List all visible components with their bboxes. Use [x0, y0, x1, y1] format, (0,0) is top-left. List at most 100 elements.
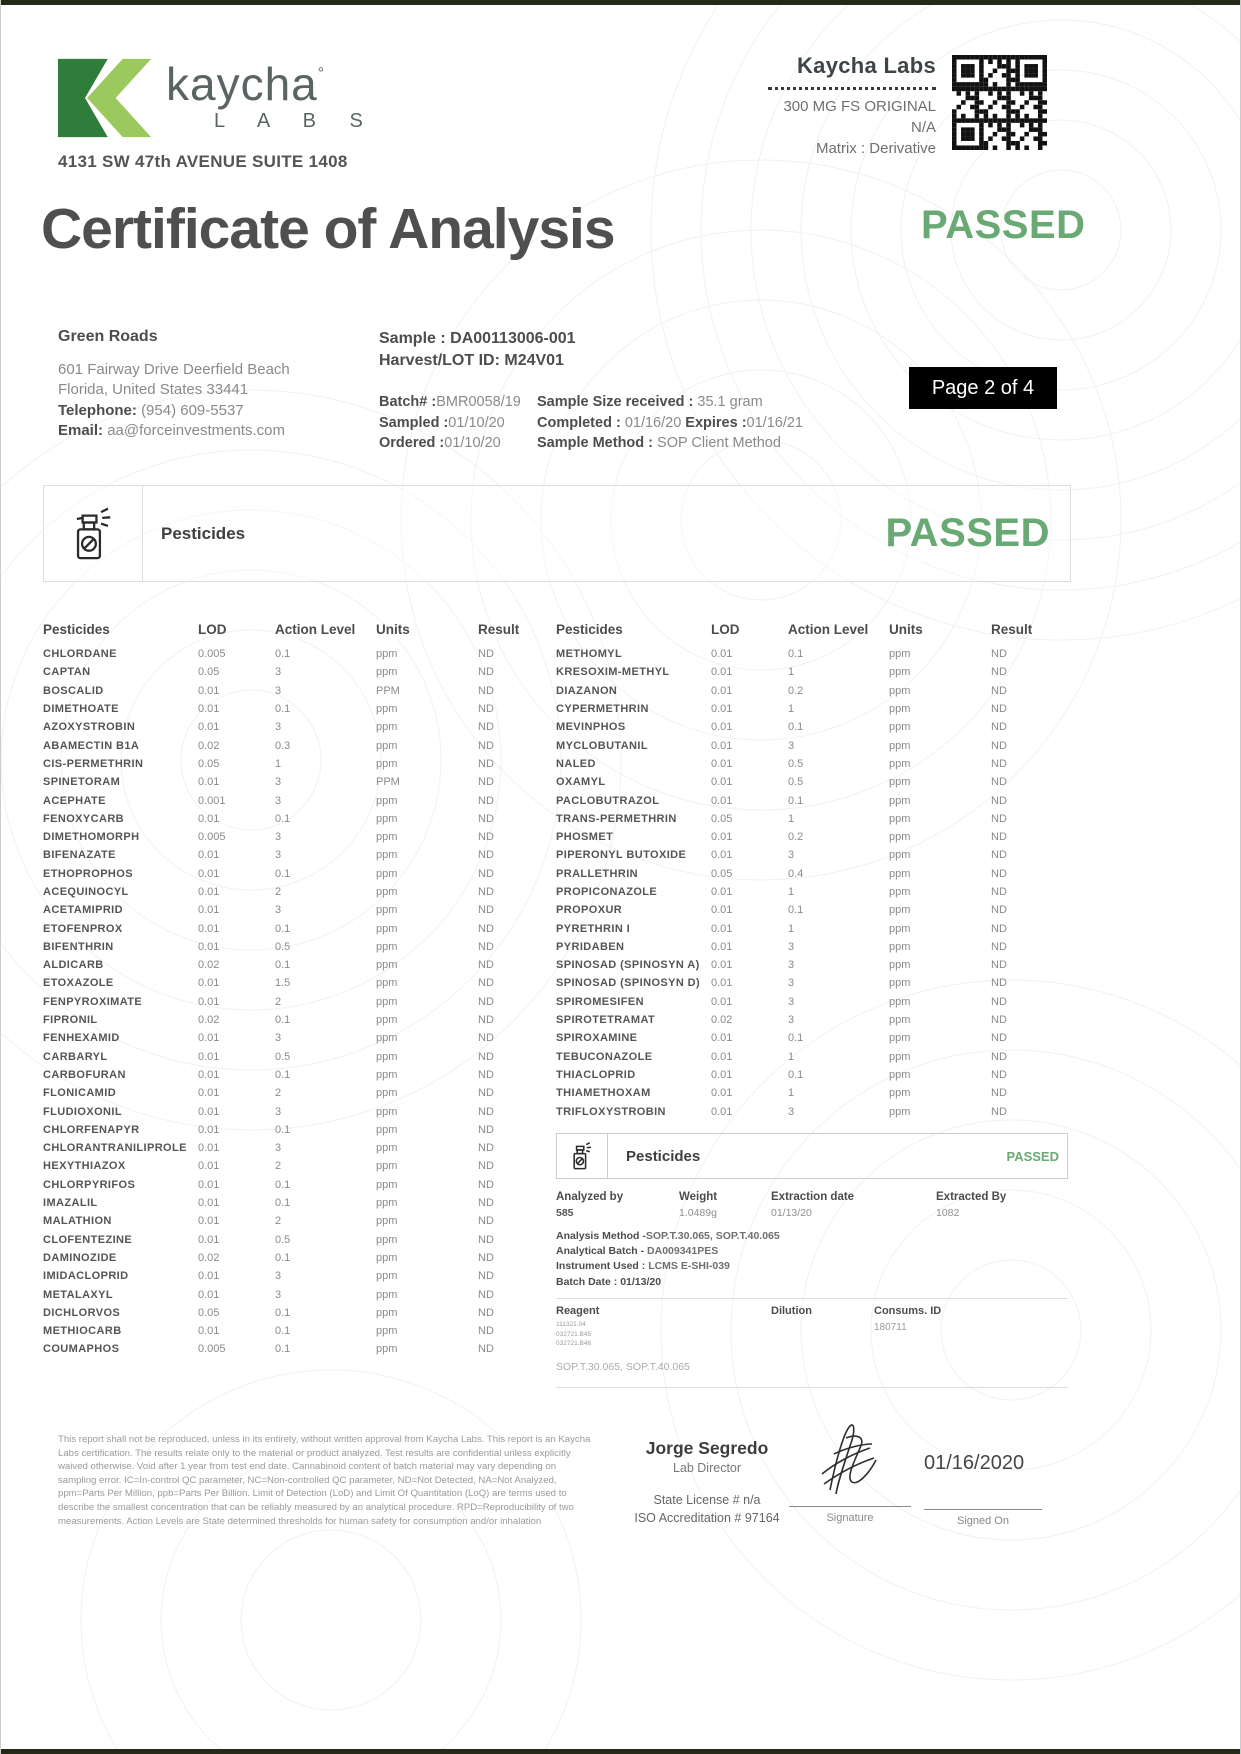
cell-action-level: 0.1: [275, 1325, 291, 1338]
cell-result: ND: [478, 1306, 494, 1319]
cell-action-level: 0.1: [275, 1014, 291, 1027]
cell-lod: 0.02: [711, 1014, 733, 1027]
cell-units: ppm: [376, 1306, 398, 1319]
extraction-date-value: 01/13/20: [771, 1207, 812, 1219]
analyzed-by-label: Analyzed by: [556, 1191, 624, 1203]
cell-units: ppm: [889, 849, 911, 862]
summary-status-badge: PASSED: [1006, 1148, 1060, 1164]
table-row: KRESOXIM-METHYL 0.01 1 ppm ND: [556, 663, 1068, 681]
cell-lod: 0.01: [711, 794, 733, 807]
table-row: FLONICAMID 0.01 2 ppm ND: [43, 1084, 555, 1102]
cell-pesticide: SPIROTETRAMAT: [556, 1014, 656, 1027]
cell-units: ppm: [376, 703, 398, 716]
cell-units: ppm: [376, 1068, 398, 1081]
telephone-label: Telephone:: [58, 401, 137, 419]
cell-result: ND: [478, 849, 494, 862]
cell-lod: 0.01: [198, 1270, 220, 1283]
harvest-lot-line: Harvest/LOT ID: M24V01: [379, 351, 564, 369]
summary-fields: Analyzed by 585 Weight 1.0489g Extractio…: [556, 1191, 1068, 1219]
cell-result: ND: [991, 849, 1007, 862]
cell-action-level: 0.5: [275, 1233, 291, 1246]
cell-result: ND: [478, 922, 494, 935]
table-row: CARBOFURAN 0.01 0.1 ppm ND: [43, 1066, 555, 1084]
cell-units: ppm: [376, 1251, 398, 1264]
cell-result: ND: [991, 721, 1007, 734]
cell-pesticide: CHLORANTRANILIPROLE: [43, 1142, 187, 1155]
cell-result: ND: [478, 794, 494, 807]
cell-action-level: 0.1: [275, 1068, 291, 1081]
signature-scribble: [821, 1424, 877, 1495]
table-row: PYRETHRIN I 0.01 1 ppm ND: [556, 919, 1068, 937]
table-row: FENPYROXIMATE 0.01 2 ppm ND: [43, 993, 555, 1011]
iso-accreditation: ISO Accreditation # 97164: [634, 1511, 780, 1526]
cell-pesticide: DIMETHOMORPH: [43, 831, 140, 844]
header-result: Result: [478, 622, 520, 637]
table-row: DIMETHOMORPH 0.005 3 ppm ND: [43, 828, 555, 846]
table-row: PHOSMET 0.01 0.2 ppm ND: [556, 828, 1068, 846]
cell-result: ND: [478, 666, 494, 679]
cell-lod: 0.01: [711, 648, 733, 661]
dotted-separator: [768, 87, 936, 90]
cell-lod: 0.01: [711, 666, 733, 679]
table-row: MEVINPHOS 0.01 0.1 ppm ND: [556, 718, 1068, 736]
table-row: DIMETHOATE 0.01 0.1 ppm ND: [43, 700, 555, 718]
cell-action-level: 3: [275, 684, 282, 697]
cell-action-level: 3: [275, 776, 282, 789]
cell-action-level: 0.1: [275, 1343, 291, 1356]
cell-lod: 0.05: [198, 1306, 220, 1319]
cell-units: ppm: [376, 940, 398, 953]
cell-lod: 0.01: [198, 922, 220, 935]
cell-result: ND: [478, 977, 494, 990]
cell-lod: 0.01: [198, 721, 220, 734]
cell-action-level: 3: [275, 904, 282, 917]
table-row: CARBARYL 0.01 0.5 ppm ND: [43, 1048, 555, 1066]
cell-lod: 0.05: [198, 666, 220, 679]
cell-result: ND: [991, 995, 1007, 1008]
cell-result: ND: [478, 867, 494, 880]
cell-pesticide: DIAZANON: [556, 684, 618, 697]
cell-units: ppm: [889, 977, 911, 990]
cell-result: ND: [478, 1233, 494, 1246]
cell-lod: 0.01: [198, 684, 220, 697]
cell-pesticide: ETOFENPROX: [43, 922, 123, 935]
cell-units: ppm: [376, 1197, 398, 1210]
cell-action-level: 3: [788, 977, 795, 990]
table-row: BIFENTHRIN 0.01 0.5 ppm ND: [43, 938, 555, 956]
cell-units: ppm: [889, 1105, 911, 1118]
table-row: DIAZANON 0.01 0.2 ppm ND: [556, 682, 1068, 700]
cell-units: ppm: [889, 648, 911, 661]
cell-result: ND: [478, 1142, 494, 1155]
table-row: SPINETORAM 0.01 3 PPM ND: [43, 773, 555, 791]
cell-action-level: 3: [788, 1105, 795, 1118]
cell-lod: 0.01: [198, 1197, 220, 1210]
cell-pesticide: DAMINOZIDE: [43, 1251, 117, 1264]
cell-lod: 0.01: [198, 1123, 220, 1136]
page-top-edge: [1, 0, 1240, 5]
cell-action-level: 1: [788, 922, 795, 935]
cell-result: ND: [478, 1343, 494, 1356]
pesticides-table-left: Pesticides LOD Action Level Units Result…: [43, 622, 555, 1359]
cell-action-level: 1: [275, 757, 282, 770]
cell-lod: 0.01: [711, 995, 733, 1008]
cell-action-level: 3: [275, 849, 282, 862]
table-row: SPINOSAD (SPINOSYN A) 0.01 3 ppm ND: [556, 956, 1068, 974]
cell-action-level: 0.5: [275, 940, 291, 953]
analytical-batch-label: Analytical Batch -: [556, 1245, 648, 1258]
table-row: MALATHION 0.01 2 ppm ND: [43, 1212, 555, 1230]
sample-size-label: Sample Size received :: [537, 394, 694, 410]
cell-lod: 0.01: [198, 886, 220, 898]
cell-lod: 0.01: [711, 684, 733, 697]
header-lod: LOD: [711, 622, 740, 637]
analytical-batch-value: DA009341PES: [647, 1245, 719, 1258]
table-row: METHOMYL 0.01 0.1 ppm ND: [556, 645, 1068, 663]
cell-lod: 0.01: [198, 1325, 220, 1338]
cell-pesticide: FLONICAMID: [43, 1087, 117, 1100]
cell-pesticide: DIMETHOATE: [43, 703, 119, 716]
table-row: DICHLORVOS 0.05 0.1 ppm ND: [43, 1304, 555, 1322]
cell-action-level: 0.2: [788, 684, 804, 697]
expires-label: Expires :: [685, 414, 747, 431]
cell-lod: 0.01: [198, 776, 220, 789]
table-row: ETOFENPROX 0.01 0.1 ppm ND: [43, 919, 555, 937]
instrument-used-value: LCMS E-SHI-039: [648, 1260, 730, 1273]
cell-pesticide: METHOMYL: [556, 648, 623, 661]
